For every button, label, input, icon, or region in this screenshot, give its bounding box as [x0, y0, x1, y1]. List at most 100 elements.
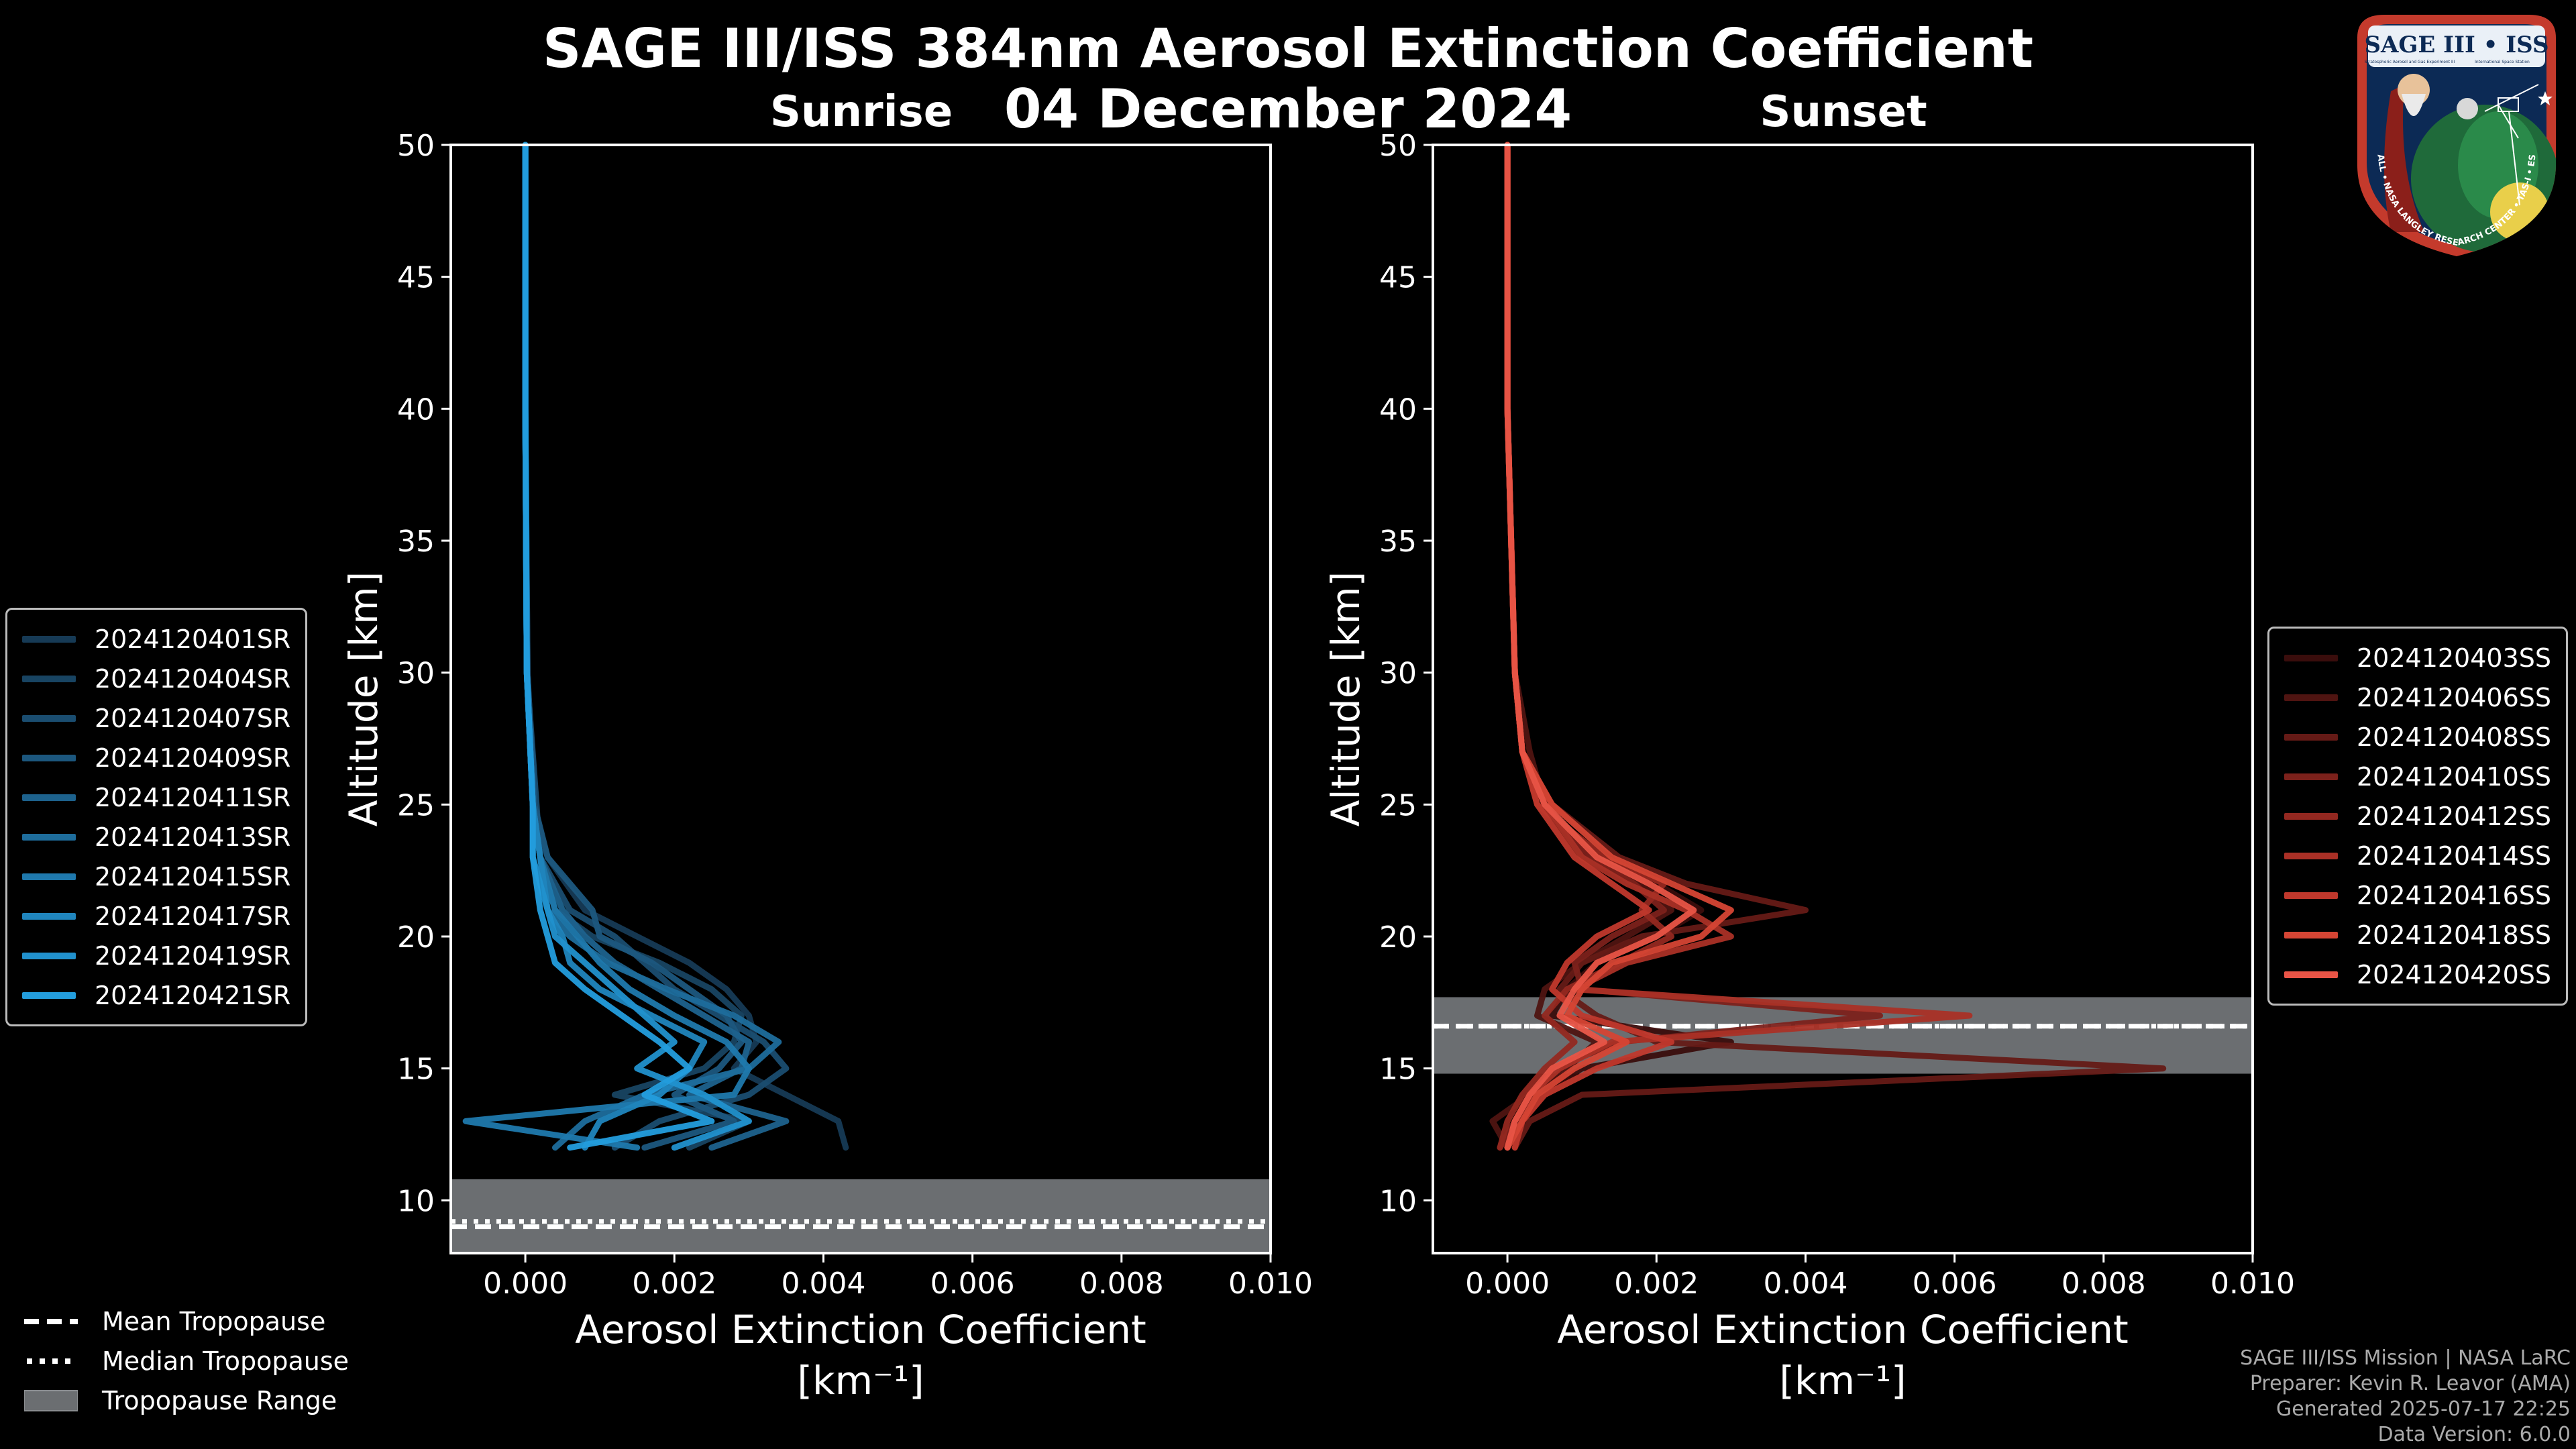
credit-mission: SAGE III/ISS Mission | NASA LaRC: [2240, 1346, 2571, 1370]
x-tick-label: 0.004: [1763, 1267, 1847, 1301]
y-tick-label: 50: [1379, 129, 1417, 163]
y-tick-label: 15: [397, 1053, 435, 1087]
legend-item-2024120411SR: 2024120411SR: [22, 777, 290, 817]
legend-item-2024120406SS: 2024120406SS: [2284, 678, 2551, 717]
y-tick-label: 25: [397, 788, 435, 822]
sunset-legend: 2024120403SS 2024120406SS 2024120408SS 2024…: [2267, 627, 2569, 1006]
legend-item-2024120403SS: 2024120403SS: [2284, 638, 2551, 678]
x-tick-label: 0.006: [1913, 1267, 1997, 1301]
legend-item-2024120417SR: 2024120417SR: [22, 896, 290, 936]
legend-item-2024120409SR: 2024120409SR: [22, 738, 290, 777]
legend-item-2024120416SS: 2024120416SS: [2284, 875, 2551, 915]
x-tick-label: 0.002: [632, 1267, 716, 1301]
y-tick-label: 20: [1379, 920, 1417, 955]
legend-item-2024120418SS: 2024120418SS: [2284, 915, 2551, 955]
legend-item-2024120410SS: 2024120410SS: [2284, 757, 2551, 796]
legend-item-2024120412SS: 2024120412SS: [2284, 796, 2551, 836]
y-tick-label: 10: [1379, 1184, 1417, 1218]
chart-title: SAGE III/ISS 384nm Aerosol Extinction Co…: [542, 17, 2034, 80]
sage-iss-mission-patch: SAGE III • ISS Stratospheric Aerosol and…: [2344, 11, 2556, 256]
x-tick-label: 0.002: [1614, 1267, 1699, 1301]
y-tick-label: 15: [1379, 1053, 1417, 1087]
legend-label: 2024120410SS: [2357, 761, 2552, 792]
legend-label: 2024120420SS: [2357, 959, 2552, 989]
legend-label: 2024120418SS: [2357, 920, 2552, 950]
legend-swatch: [22, 675, 76, 682]
legend-swatch: [22, 794, 76, 801]
legend-label: 2024120411SR: [95, 782, 291, 812]
dotted-line-icon: [27, 1358, 78, 1364]
legend-swatch: [22, 912, 76, 920]
sunrise-panel-title: Sunrise: [769, 87, 953, 137]
profile-2024120421SR: [522, 142, 715, 1151]
patch-banner: [2368, 25, 2545, 67]
credit-generated: Generated 2025-07-17 22:25: [2275, 1397, 2571, 1421]
legend-label: 2024120417SR: [95, 901, 291, 931]
sunrise-plot-area: [451, 145, 1271, 1253]
legend-item-2024120413SR: 2024120413SR: [22, 817, 290, 857]
legend-label: 2024120403SS: [2357, 643, 2552, 673]
patch-subtitle-left: Stratospheric Aerosol and Gas Experiment…: [2365, 60, 2455, 64]
legend-item-2024120420SS: 2024120420SS: [2284, 955, 2551, 994]
tropopause-legend: Mean Tropopause Median Tropopause Tropop…: [24, 1301, 349, 1420]
y-tick-label: 35: [1379, 525, 1417, 559]
y-tick-label: 30: [397, 657, 435, 691]
x-tick-label: 0.000: [1465, 1267, 1550, 1301]
legend-swatch: [22, 754, 76, 761]
legend-item-2024120419SR: 2024120419SR: [22, 936, 290, 975]
x-tick-label: 0.008: [2061, 1267, 2146, 1301]
sunrise-tropopause-range: [451, 1179, 1271, 1253]
profile-2024120406SS: [1489, 142, 1674, 1151]
sunrise-axes-frame: [449, 144, 1272, 1254]
sunset-axes-frame: [1432, 144, 2254, 1254]
y-tick-label: 45: [397, 261, 435, 295]
sunset-y-axis-label: Altitude [km]: [1323, 572, 1368, 826]
legend-swatch: [2284, 812, 2338, 820]
legend-label: 2024120407SR: [95, 703, 291, 733]
legend-label: 2024120404SR: [95, 663, 291, 694]
y-tick-label: 50: [397, 129, 435, 163]
mean-tropopause-label: Mean Tropopause: [102, 1306, 326, 1336]
sunrise-x-axis-unit: [km⁻¹]: [797, 1358, 924, 1403]
legend-tropopause-range: Tropopause Range: [24, 1381, 349, 1420]
legend-swatch: [2284, 931, 2338, 938]
legend-swatch: [22, 635, 76, 643]
sunset-x-axis-unit: [km⁻¹]: [1779, 1358, 1906, 1403]
credit-preparer: Preparer: Kevin R. Leavor (AMA): [2249, 1372, 2571, 1395]
y-tick-label: 30: [1379, 657, 1417, 691]
legend-label: 2024120401SR: [95, 624, 291, 654]
legend-item-2024120401SR: 2024120401SR: [22, 619, 290, 659]
legend-label: 2024120416SS: [2357, 880, 2552, 910]
legend-label: 2024120421SR: [95, 980, 291, 1010]
legend-swatch: [2284, 773, 2338, 780]
sunrise-plot: 0.000 0.002 0.004 0.006 0.008 0.010 10 15 20 25 30…: [341, 129, 1313, 1403]
legend-item-2024120408SS: 2024120408SS: [2284, 717, 2551, 757]
x-tick-label: 0.010: [2210, 1267, 2295, 1301]
sunset-x-axis-label: Aerosol Extinction Coefficient: [1557, 1307, 2129, 1352]
x-tick-label: 0.010: [1228, 1267, 1313, 1301]
legend-swatch: [22, 873, 76, 880]
legend-item-2024120415SR: 2024120415SR: [22, 857, 290, 896]
y-tick-label: 45: [1379, 261, 1417, 295]
legend-label: 2024120413SR: [95, 822, 291, 852]
legend-swatch: [2284, 971, 2338, 978]
sunrise-y-axis-label: Altitude [km]: [341, 572, 386, 826]
credit-version: Data Version: 6.0.0: [2377, 1423, 2571, 1446]
legend-swatch: [2284, 892, 2338, 899]
legend-swatch: [22, 833, 76, 841]
legend-label: 2024120414SS: [2357, 841, 2552, 871]
gray-box-icon: [24, 1389, 78, 1411]
legend-swatch: [22, 991, 76, 999]
legend-item-2024120421SR: 2024120421SR: [22, 975, 290, 1015]
legend-label: 2024120409SR: [95, 743, 291, 773]
y-tick-label: 35: [397, 525, 435, 559]
legend-median-tropopause: Median Tropopause: [24, 1341, 349, 1381]
legend-swatch: [22, 714, 76, 722]
patch-subtitle-right: International Space Station: [2475, 60, 2530, 64]
legend-label: 2024120415SR: [95, 861, 291, 892]
x-tick-label: 0.006: [930, 1267, 1015, 1301]
y-tick-label: 10: [397, 1184, 435, 1218]
chart-date: 04 December 2024: [1004, 78, 1572, 140]
tropopause-range-label: Tropopause Range: [102, 1385, 337, 1415]
